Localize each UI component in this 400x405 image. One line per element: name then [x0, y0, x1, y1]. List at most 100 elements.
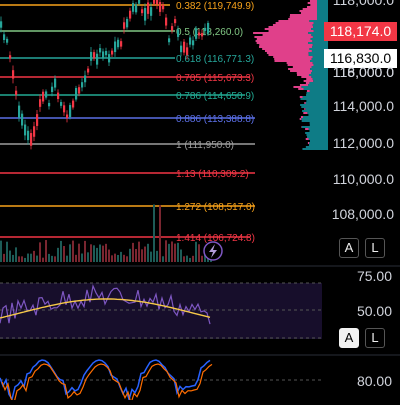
volume-bar: [168, 244, 170, 262]
log-scale-button[interactable]: L: [365, 238, 385, 258]
volume-bar: [75, 255, 77, 262]
candle-body: [207, 23, 209, 34]
candle-body: [81, 82, 83, 87]
volume-profile-bar: [309, 74, 322, 76]
candle-body: [75, 88, 77, 100]
volume-profile-bar: [267, 52, 309, 54]
price-axis-label: 112,000.0: [333, 135, 394, 151]
rsi-auto-scale-button[interactable]: A: [339, 328, 359, 348]
volume-profile-bar: [274, 60, 310, 62]
volume-profile-bar: [311, 34, 322, 36]
volume-profile-bar: [299, 10, 317, 12]
volume-profile-bar: [306, 78, 312, 80]
volume-profile-bar: [308, 52, 322, 54]
volume-profile-bar: [317, 18, 322, 20]
candle-body: [27, 131, 29, 140]
volume-profile-bar: [302, 120, 322, 122]
volume-profile-bar: [310, 140, 322, 142]
volume-profile-bar: [307, 6, 317, 8]
volume-bar: [6, 242, 8, 262]
price-axis-label: 114,000.0: [333, 98, 394, 114]
candle-body: [66, 115, 68, 119]
volume-profile-bar: [313, 36, 322, 38]
candle-body: [90, 52, 92, 61]
volume-bar: [117, 255, 119, 262]
volume-bar: [177, 243, 179, 262]
lightning-icon[interactable]: [204, 242, 222, 260]
volume-profile-bar: [298, 88, 303, 90]
fib-level-label: 1 (111,950.0): [176, 140, 234, 151]
candle-body: [93, 52, 95, 58]
volume-profile-bar: [265, 50, 312, 52]
candle-body: [138, 0, 140, 4]
rsi-log-scale-button[interactable]: L: [365, 328, 385, 348]
volume-profile-bar: [304, 108, 305, 110]
volume-profile-bar: [254, 36, 312, 38]
candle-body: [54, 79, 56, 88]
volume-profile-bar: [259, 46, 312, 48]
volume-bar: [180, 250, 182, 262]
volume-profile-bar: [301, 118, 322, 120]
volume-profile-bar: [307, 136, 322, 138]
volume-bar: [3, 254, 5, 262]
stoch-d-line: [2, 364, 212, 400]
volume-profile-bar: [302, 110, 322, 112]
candle-body: [141, 9, 143, 13]
volume-profile-bar: [314, 30, 322, 32]
candle-body: [153, 0, 155, 4]
volume-profile-bar: [317, 0, 322, 2]
candle-body: [159, 2, 161, 12]
volume-profile-bar: [317, 10, 322, 12]
volume-profile-bar: [309, 54, 322, 56]
volume-bar: [93, 245, 95, 262]
volume-profile-bar: [310, 4, 317, 6]
candle-body: [96, 54, 98, 65]
fib-level-label: 0.786 (114,650.9): [176, 91, 254, 102]
volume-profile-bar: [253, 32, 308, 34]
volume-profile-bar: [300, 104, 322, 106]
candle-body: [165, 18, 167, 26]
fib-level-label: 0.5 (118,260.0): [176, 27, 243, 38]
volume-profile-bar: [290, 14, 317, 16]
volume-profile-bar: [309, 130, 322, 132]
volume-profile-bar: [300, 84, 308, 86]
volume-bar: [150, 252, 152, 262]
volume-profile-bar: [303, 8, 317, 10]
volume-profile-bar: [309, 48, 322, 50]
volume-bar: [135, 249, 137, 262]
price-axis-label: 108,000.0: [332, 206, 394, 222]
volume-bar: [48, 254, 50, 262]
volume-profile-bar: [308, 142, 309, 144]
candle-body: [114, 42, 116, 53]
volume-bar: [15, 247, 17, 262]
volume-profile-bar: [300, 118, 302, 120]
volume-bar: [114, 254, 116, 262]
candle-body: [30, 133, 32, 146]
volume-profile-bar: [308, 2, 317, 4]
candle-body: [132, 3, 134, 12]
stoch-axis-label: 80.00: [357, 373, 392, 389]
volume-bar: [198, 244, 200, 262]
candle-body: [120, 41, 122, 46]
volume-bar: [9, 251, 11, 262]
volume-profile-bar: [311, 76, 322, 78]
volume-bar: [78, 244, 80, 262]
volume-bar: [132, 243, 134, 262]
volume-profile-bar: [317, 6, 322, 8]
candle-body: [69, 105, 71, 117]
volume-bar: [96, 248, 98, 262]
volume-bar: [189, 258, 191, 262]
auto-scale-button[interactable]: A: [339, 238, 359, 258]
volume-bar: [27, 254, 29, 262]
volume-profile-bar: [310, 122, 322, 124]
candle-body: [111, 51, 113, 55]
volume-profile-bar: [303, 96, 322, 98]
volume-bar: [195, 242, 197, 262]
volume-bar: [87, 252, 89, 262]
volume-profile-bar: [287, 62, 313, 64]
candle-body: [108, 54, 110, 62]
candle-body: [168, 38, 170, 42]
rsi-axis-label: 50.00: [357, 303, 392, 319]
volume-bar: [69, 244, 71, 262]
volume-bar: [183, 256, 185, 262]
